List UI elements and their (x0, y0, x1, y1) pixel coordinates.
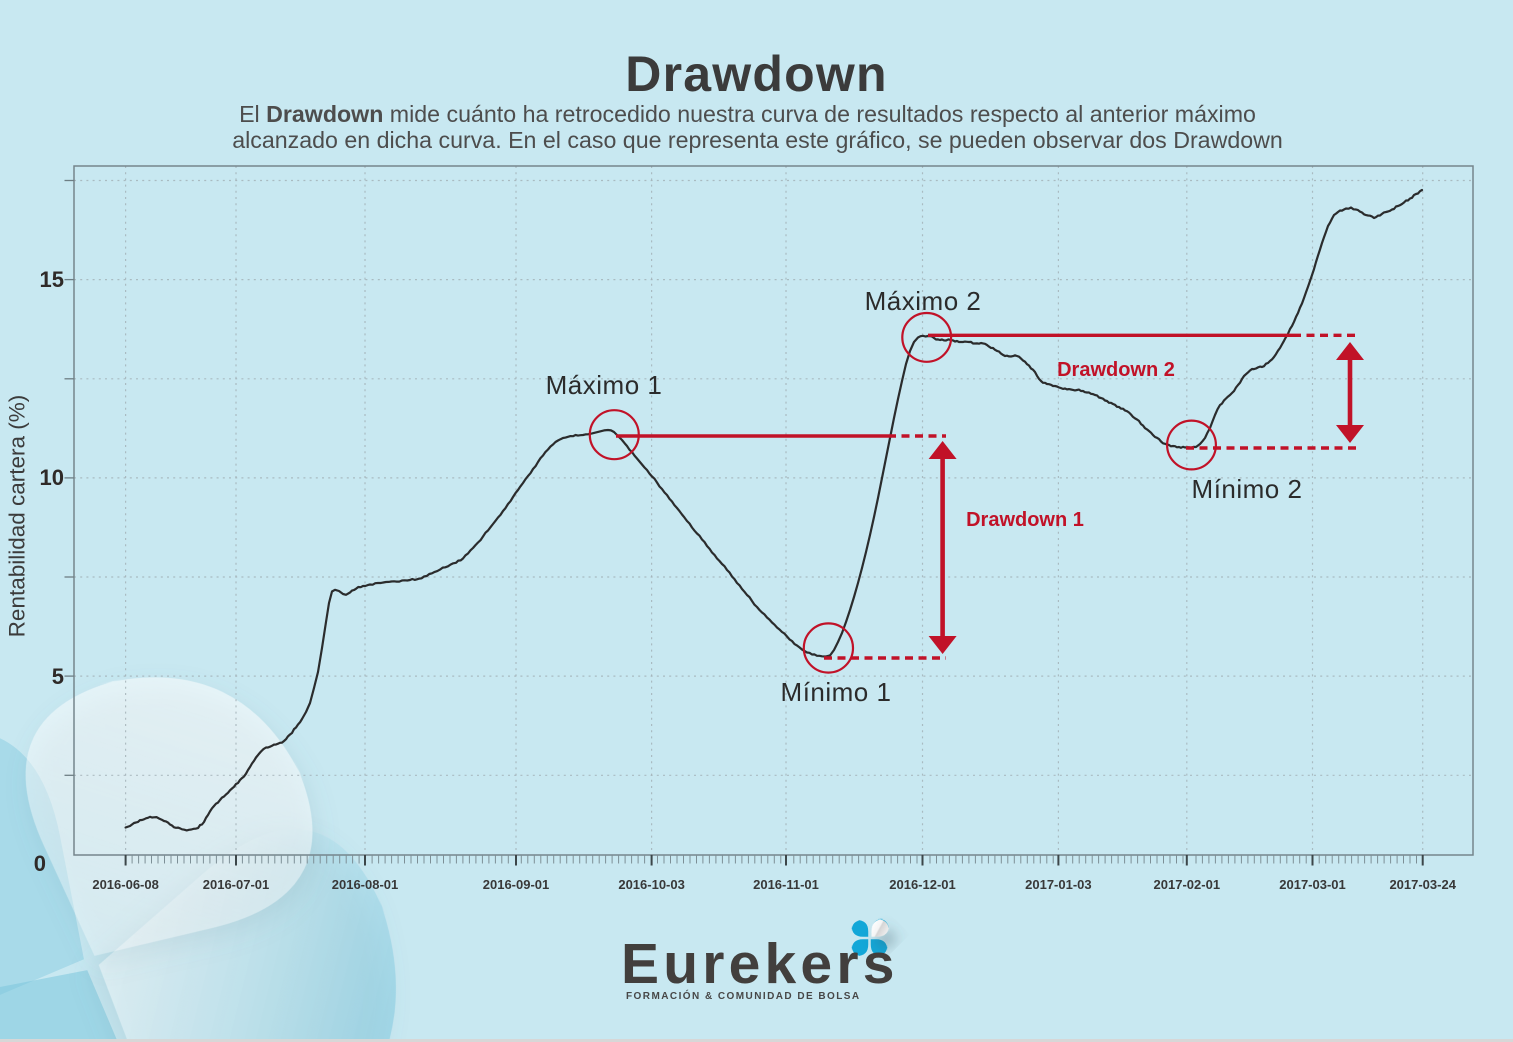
svg-text:2016-06-08: 2016-06-08 (92, 877, 159, 892)
svg-text:2016-09-01: 2016-09-01 (483, 877, 550, 892)
svg-text:2016-10-03: 2016-10-03 (618, 877, 685, 892)
svg-text:Rentabilidad cartera (%): Rentabilidad cartera (%) (5, 395, 30, 638)
svg-text:2016-08-01: 2016-08-01 (332, 877, 399, 892)
svg-text:0: 0 (34, 851, 46, 876)
svg-text:10: 10 (40, 465, 64, 490)
svg-text:Máximo 2: Máximo 2 (865, 286, 982, 316)
svg-text:2016-12-01: 2016-12-01 (889, 877, 956, 892)
svg-text:Mínimo 1: Mínimo 1 (781, 677, 892, 707)
svg-text:2017-01-03: 2017-01-03 (1025, 877, 1092, 892)
svg-text:Mínimo 2: Mínimo 2 (1192, 474, 1303, 504)
svg-text:2017-03-01: 2017-03-01 (1279, 877, 1346, 892)
svg-text:Máximo 1: Máximo 1 (546, 370, 663, 400)
svg-text:Drawdown 1: Drawdown 1 (966, 509, 1084, 531)
svg-text:2016-07-01: 2016-07-01 (203, 877, 270, 892)
svg-text:2016-11-01: 2016-11-01 (753, 877, 819, 892)
svg-text:5: 5 (52, 664, 64, 689)
svg-text:2017-03-24: 2017-03-24 (1389, 877, 1456, 892)
svg-text:Drawdown 2: Drawdown 2 (1057, 359, 1175, 381)
svg-text:2017-02-01: 2017-02-01 (1154, 877, 1221, 892)
svg-text:15: 15 (40, 267, 64, 292)
